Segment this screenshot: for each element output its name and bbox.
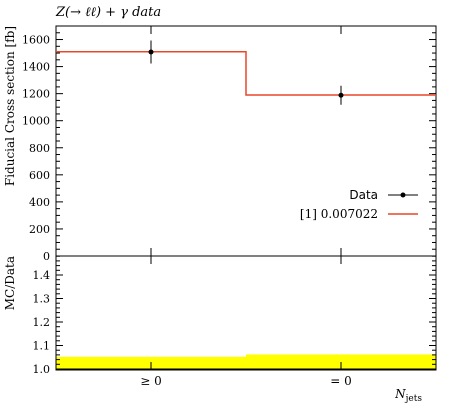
y-tick-label: 1200 xyxy=(22,88,50,101)
ratio-y-tick-label: 1.2 xyxy=(33,316,51,329)
legend-data-label: Data xyxy=(349,188,378,202)
ratio-y-tick-label: 1.4 xyxy=(33,269,51,282)
x-category-label: = 0 xyxy=(330,374,352,388)
ratio-band-bin xyxy=(246,354,436,369)
chart-title: Z(→ ℓℓ) + γ data xyxy=(55,5,161,20)
x-category-label: ≥ 0 xyxy=(140,374,162,388)
ratio-frame xyxy=(55,255,437,371)
y-axis-label: Fiducial Cross section [fb] xyxy=(3,26,17,186)
legend-mc-label: [1] 0.007022 xyxy=(300,207,378,221)
y-tick-label: 800 xyxy=(29,142,50,155)
x-axis-label-subscript: jets xyxy=(405,394,423,404)
ratio-y-axis-label: MC/Data xyxy=(3,256,17,310)
y-tick-label: 200 xyxy=(29,223,50,236)
y-axis-ticks: 0 200 400 600 800 1000 1200 1400 1600 xyxy=(22,32,436,263)
data-points xyxy=(148,40,344,105)
data-point xyxy=(338,92,344,98)
y-tick-label: 1400 xyxy=(22,61,50,74)
legend: Data [1] 0.007022 xyxy=(300,188,418,221)
mc-step-line xyxy=(56,50,436,96)
ratio-y-tick-label: 1.0 xyxy=(33,363,51,376)
ratio-panel: 1.0 1.1 1.2 1.3 1.4 ≥ 0 = 0 xyxy=(33,255,437,388)
mc-step-path xyxy=(56,50,436,96)
legend-data-marker xyxy=(400,192,406,198)
y-tick-label: 1600 xyxy=(22,34,50,47)
x-axis-label-main: N xyxy=(394,387,406,401)
x-axis-label: Njets xyxy=(394,387,422,404)
ratio-y-tick-label: 1.3 xyxy=(33,293,51,306)
y-tick-label: 0 xyxy=(43,250,50,263)
ratio-y-tick-label: 1.1 xyxy=(33,340,51,353)
ratio-y-axis-ticks: 1.0 1.1 1.2 1.3 1.4 xyxy=(33,255,436,376)
y-tick-label: 600 xyxy=(29,169,50,182)
main-panel: 0 200 400 600 800 1000 1200 1400 1600 Data [1] 0… xyxy=(22,25,437,264)
data-point xyxy=(148,49,154,55)
ratio-uncertainty-band xyxy=(56,354,436,369)
y-tick-label: 400 xyxy=(29,196,50,209)
y-tick-label: 1000 xyxy=(22,115,50,128)
